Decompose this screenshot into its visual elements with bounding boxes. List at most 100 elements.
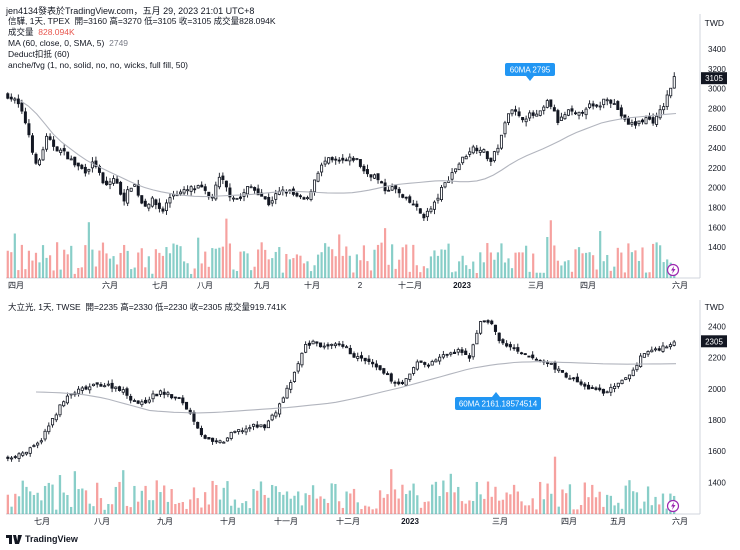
chart1-open: 開=3160: [74, 16, 107, 26]
candle-body: [507, 113, 510, 123]
candle-body: [143, 200, 147, 207]
candle-body: [126, 189, 130, 204]
volume-bar: [563, 261, 567, 278]
volume-bar: [253, 266, 256, 278]
candle-body: [387, 189, 391, 192]
volume-bar: [479, 252, 482, 278]
volume-bar: [521, 252, 524, 278]
candle-body: [523, 353, 527, 355]
candle-body: [274, 193, 278, 200]
volume-bar: [47, 482, 50, 514]
volume-bar: [468, 268, 471, 278]
volume-bar: [267, 259, 270, 278]
volume-bar: [207, 504, 211, 514]
volume-bar: [397, 498, 400, 514]
chart2-vol: 成交量919.741K: [224, 302, 287, 312]
chart2-plot[interactable]: 2400 2200 2000 1800 1600 1400 七月 八月 九月 十月 十一月 十二月 20…: [0, 296, 740, 532]
candle-body: [408, 196, 412, 203]
chart1-ma-legend[interactable]: MA (60, close, 0, SMA, 5) 2749: [8, 38, 276, 49]
volume-bar: [371, 509, 374, 514]
volume-bar: [285, 491, 289, 514]
volume-bar: [620, 252, 623, 278]
candle-body: [594, 387, 598, 390]
candle-body: [449, 352, 453, 355]
volume-bar: [460, 501, 464, 514]
candle-body: [214, 184, 218, 200]
volume-bar: [661, 493, 665, 514]
volume-bar: [613, 266, 616, 278]
candle-body: [411, 203, 415, 206]
candle-body: [595, 104, 599, 107]
volume-bar: [648, 272, 651, 278]
volume-bar: [369, 270, 373, 278]
volume-bar: [568, 484, 572, 514]
candle-body: [367, 358, 371, 362]
candle-body: [330, 157, 334, 161]
volume-bar: [442, 480, 445, 514]
candle-body: [408, 373, 412, 380]
candle-body: [278, 403, 282, 415]
volume-bar: [17, 270, 20, 278]
candle-body: [284, 191, 288, 194]
volume-bar: [63, 249, 66, 278]
candle-body: [106, 383, 110, 386]
candle-body: [62, 401, 66, 407]
volume-bar: [246, 253, 249, 278]
candle-body: [80, 164, 84, 169]
volume-bar: [507, 258, 510, 278]
volume-bar: [129, 507, 132, 514]
candle-body: [528, 112, 532, 119]
candle-body: [311, 340, 315, 345]
volume-bar: [531, 498, 534, 514]
candle-body: [423, 362, 427, 365]
chart1-plot[interactable]: 3400 3200 3000 2800 2600 2400 2200 2000 1800 1600…: [0, 0, 740, 296]
volume-bar: [123, 244, 126, 278]
y-tick-label: 1400: [708, 243, 726, 252]
candle-body: [639, 355, 643, 367]
candle-body: [110, 382, 114, 389]
chart1-volume-legend[interactable]: 成交量 828.094K: [8, 27, 276, 38]
candle-body: [170, 394, 174, 399]
volume-bar: [570, 271, 574, 278]
candle-body: [665, 346, 669, 349]
candle-body: [605, 99, 609, 102]
candle-body: [23, 111, 27, 124]
x-tick-label: 六月: [672, 280, 688, 290]
candle-body: [125, 388, 129, 396]
volume-bar: [528, 271, 531, 278]
volume-bar: [232, 269, 235, 278]
candle-body: [136, 184, 140, 196]
candle-body: [352, 353, 356, 358]
volume-bar: [170, 489, 173, 514]
candle-body: [376, 173, 380, 181]
volume-bar: [186, 263, 189, 278]
candle-body: [43, 430, 47, 440]
volume-bar: [274, 486, 278, 514]
candle-body: [316, 172, 320, 182]
volume-bar: [6, 494, 10, 514]
volume-bar: [309, 271, 313, 278]
candle-body: [400, 381, 404, 385]
candle-body: [489, 157, 493, 162]
volume-bar: [323, 498, 326, 514]
candle-body: [501, 339, 505, 344]
candle-body: [542, 106, 546, 111]
y-tick-label: 3000: [708, 85, 726, 94]
chart1-deduct-legend[interactable]: Deduct扣抵 (60): [8, 49, 70, 59]
candle-body: [182, 189, 186, 194]
volume-bar: [654, 496, 657, 514]
volume-bar: [40, 500, 43, 514]
volume-bar: [177, 502, 181, 514]
candle-body: [601, 388, 605, 394]
volume-bar: [192, 487, 196, 514]
volume-bar: [31, 260, 34, 278]
volume-bar: [77, 267, 80, 278]
volume-bar: [288, 259, 291, 278]
candle-body: [344, 159, 348, 162]
volume-bar: [617, 502, 620, 514]
candle-body: [549, 99, 553, 107]
volume-bar: [140, 248, 143, 278]
x-tick-label: 八月: [94, 517, 110, 526]
volume-bar: [84, 245, 87, 278]
chart1-fvg-legend[interactable]: anche/fvg (1, no, solid, no, no, wicks, …: [8, 60, 189, 70]
